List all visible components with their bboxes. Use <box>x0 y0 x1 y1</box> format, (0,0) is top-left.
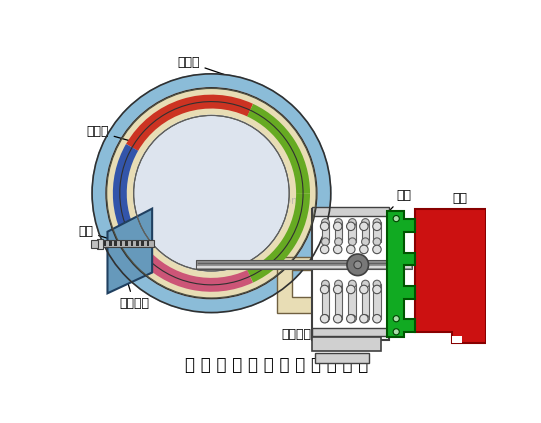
Circle shape <box>335 238 342 246</box>
Circle shape <box>347 285 355 294</box>
Circle shape <box>320 245 329 254</box>
Circle shape <box>373 222 381 231</box>
Circle shape <box>361 315 370 323</box>
Circle shape <box>333 222 342 231</box>
Circle shape <box>373 314 381 323</box>
Bar <box>130 241 133 246</box>
Bar <box>321 222 329 242</box>
Circle shape <box>373 315 381 323</box>
Bar <box>147 241 149 246</box>
Bar <box>335 222 342 242</box>
Text: 推杆: 推杆 <box>371 189 411 230</box>
Text: 调整螺钉: 调整螺钉 <box>119 269 149 310</box>
Circle shape <box>333 245 342 254</box>
Text: 内弹簧: 内弹簧 <box>358 330 380 352</box>
Text: 壳体: 壳体 <box>78 225 122 242</box>
Circle shape <box>134 115 289 271</box>
Circle shape <box>321 219 329 226</box>
Bar <box>125 241 128 246</box>
Bar <box>373 284 381 319</box>
Bar <box>114 241 117 246</box>
Circle shape <box>347 245 355 254</box>
Circle shape <box>393 329 399 335</box>
Bar <box>196 260 412 269</box>
Polygon shape <box>387 211 415 337</box>
Circle shape <box>393 216 399 222</box>
Bar <box>335 284 342 319</box>
Circle shape <box>348 219 356 226</box>
Polygon shape <box>108 209 152 293</box>
Circle shape <box>360 314 368 323</box>
Bar <box>312 328 388 336</box>
Circle shape <box>320 222 329 231</box>
Bar <box>104 241 107 246</box>
Circle shape <box>321 238 329 246</box>
Circle shape <box>321 280 329 288</box>
Bar <box>120 241 122 246</box>
Text: 制动带: 制动带 <box>86 125 136 143</box>
Circle shape <box>92 74 331 313</box>
Bar <box>97 239 103 250</box>
Bar <box>136 241 138 246</box>
Bar <box>90 240 98 248</box>
Circle shape <box>347 222 355 231</box>
Bar <box>109 241 111 246</box>
Bar <box>141 241 144 246</box>
Circle shape <box>347 254 368 276</box>
Polygon shape <box>415 209 486 343</box>
Circle shape <box>348 238 356 246</box>
Polygon shape <box>452 336 461 343</box>
Circle shape <box>373 280 381 288</box>
Text: 复位弹簧: 复位弹簧 <box>281 318 336 341</box>
Circle shape <box>360 222 368 231</box>
Circle shape <box>373 245 381 254</box>
Circle shape <box>354 261 361 269</box>
Text: 活塞: 活塞 <box>453 192 467 221</box>
Circle shape <box>361 238 370 246</box>
Circle shape <box>361 219 370 226</box>
Text: 制动鼓: 制动鼓 <box>177 56 224 74</box>
Circle shape <box>373 285 381 294</box>
Circle shape <box>348 280 356 288</box>
Circle shape <box>373 219 381 226</box>
Circle shape <box>333 285 342 294</box>
Circle shape <box>321 315 329 323</box>
Circle shape <box>333 314 342 323</box>
Bar <box>100 240 154 247</box>
Bar <box>348 222 356 242</box>
Bar <box>348 284 356 319</box>
Bar <box>373 222 381 242</box>
Circle shape <box>320 285 329 294</box>
Circle shape <box>361 280 370 288</box>
Circle shape <box>106 88 317 299</box>
Bar <box>361 222 370 242</box>
Circle shape <box>335 280 342 288</box>
Text: 汽车维修技术网 www.qc7xjs.com: 汽车维修技术网 www.qc7xjs.com <box>168 196 301 206</box>
Circle shape <box>134 115 289 271</box>
Bar <box>312 207 388 216</box>
Circle shape <box>348 315 356 323</box>
Circle shape <box>360 245 368 254</box>
Polygon shape <box>277 257 312 313</box>
Bar <box>312 337 381 351</box>
Bar <box>312 209 388 340</box>
Bar <box>315 353 370 363</box>
Circle shape <box>360 285 368 294</box>
Bar <box>321 284 329 319</box>
Circle shape <box>373 238 381 246</box>
Circle shape <box>335 219 342 226</box>
Circle shape <box>320 314 329 323</box>
Circle shape <box>107 88 316 298</box>
Circle shape <box>347 314 355 323</box>
Circle shape <box>335 315 342 323</box>
Text: 带 式 换 档 制 动 器 非 制 动 状 态: 带 式 换 档 制 动 器 非 制 动 状 态 <box>185 356 368 374</box>
Bar <box>361 284 370 319</box>
Circle shape <box>393 316 399 322</box>
